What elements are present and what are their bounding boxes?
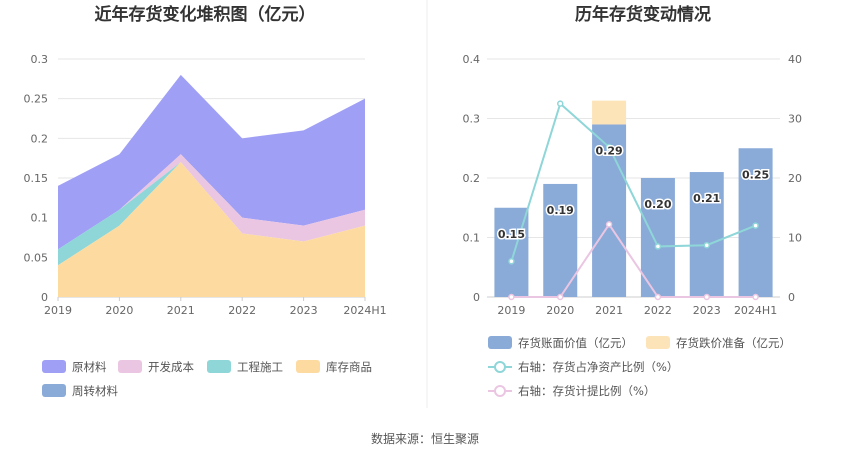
left-chart-ticks: 0 0.05 0.1 0.15 0.2 0.25 0.3 2019 2020 2021 2022 20… (24, 53, 387, 317)
right-x-tick-label: 2022 (644, 304, 672, 317)
legend-item-周转材料[interactable]: 周转材料 (42, 384, 118, 398)
legend-label: 周转材料 (72, 384, 118, 398)
legend-item-右轴：存货计提比例（%）[interactable]: 右轴：存货计提比例（%） (488, 384, 655, 398)
right-y2-tick-label: 30 (788, 113, 802, 126)
line-inventory-net-asset-ratio[interactable] (510, 101, 756, 262)
area-库存商品[interactable] (58, 162, 365, 297)
right-y-tick-label: 0.1 (463, 232, 481, 245)
area-原材料[interactable] (58, 74, 365, 250)
line-point[interactable] (703, 293, 710, 301)
legend-label: 右轴：存货占净资产比例（%） (518, 360, 678, 374)
left-x-tick-label: 2023 (290, 304, 318, 317)
line-point[interactable] (752, 293, 759, 301)
legend-item-工程施工[interactable]: 工程施工 (207, 360, 283, 374)
legend-label: 右轴：存货计提比例（%） (518, 384, 655, 398)
legend-item-开发成本[interactable]: 开发成本 (118, 360, 194, 374)
bar-book-value[interactable] (689, 172, 724, 297)
legend-item-库存商品[interactable]: 库存商品 (296, 360, 372, 374)
left-chart-areas (58, 74, 365, 297)
bar-book-value[interactable] (640, 178, 675, 297)
right-y2-tick-label: 20 (788, 172, 802, 185)
left-x-tick-label: 2024H1 (343, 304, 386, 317)
right-y-tick-label: 0.4 (463, 53, 481, 66)
left-x-tick-label: 2022 (228, 304, 256, 317)
right-chart-ticks: 0 0.1 0.2 0.3 0.4 0 10 20 30 40 2019 2020 2021 2022 20… (463, 53, 803, 317)
left-y-tick-label: 0.25 (24, 93, 49, 106)
right-y-tick-label: 0 (473, 291, 480, 304)
legend-label: 开发成本 (148, 360, 194, 374)
right-x-tick-label: 2024H1 (734, 304, 777, 317)
left-y-tick-label: 0 (41, 291, 48, 304)
bar-book-value[interactable] (543, 183, 578, 297)
area-开发成本[interactable] (58, 154, 365, 250)
line-point[interactable] (508, 258, 515, 265)
right-x-tick-label: 2021 (595, 304, 623, 317)
line-point[interactable] (605, 143, 613, 151)
left-y-tick-label: 0.1 (31, 212, 49, 225)
right-x-tick-label: 2020 (546, 304, 574, 317)
bar-data-label: 0.21 (693, 192, 720, 205)
left-x-tick-label: 2021 (167, 304, 195, 317)
source-text: 数据来源：恒生聚源 (371, 431, 479, 446)
legend-swatch (42, 360, 66, 373)
left-x-tick-label: 2020 (105, 304, 133, 317)
right-y2-tick-label: 0 (788, 291, 795, 304)
left-y-tick-label: 0.05 (24, 251, 49, 264)
right-chart-legend[interactable]: 存货账面价值（亿元） 存货跌价准备（亿元） 右轴：存货占净资产比例（%） 右轴：存货计… (488, 336, 791, 398)
right-chart-lines (508, 100, 759, 301)
right-y-tick-label: 0.3 (463, 113, 481, 126)
legend-swatch (646, 336, 670, 349)
legend-marker (494, 385, 506, 397)
bar-data-label: 0.25 (742, 168, 769, 181)
right-y-tick-label: 0.2 (463, 172, 481, 185)
right-x-tick-label: 2023 (693, 304, 721, 317)
left-y-tick-label: 0.15 (24, 172, 49, 185)
right-chart-data-labels: 0.15 0.19 0.29 0.20 0.21 0.25 (496, 143, 770, 242)
bar-book-value[interactable] (592, 124, 627, 297)
bar-data-label: 0.19 (547, 204, 574, 217)
legend-label: 存货账面价值（亿元） (518, 336, 633, 350)
line-point[interactable] (605, 221, 613, 228)
line-point[interactable] (752, 222, 759, 229)
line-point[interactable] (703, 241, 710, 249)
left-chart-title: 近年存货变化堆积图（亿元） (95, 4, 316, 25)
legend-label: 原材料 (72, 360, 107, 374)
legend-label: 库存商品 (326, 360, 372, 374)
legend-swatch (296, 360, 320, 373)
line-provision-ratio[interactable] (511, 222, 756, 298)
area-工程施工[interactable] (58, 162, 365, 266)
right-y2-tick-label: 40 (788, 53, 802, 66)
left-y-tick-label: 0.3 (31, 53, 49, 66)
right-x-tick-label: 2019 (497, 304, 525, 317)
legend-label: 工程施工 (237, 360, 283, 374)
line-point[interactable] (557, 293, 564, 301)
bar-impairment[interactable] (592, 100, 627, 125)
legend-swatch (207, 360, 231, 373)
legend-marker (494, 361, 506, 373)
legend-item-右轴：存货占净资产比例（%）[interactable]: 右轴：存货占净资产比例（%） (488, 360, 678, 374)
line-point[interactable] (654, 293, 662, 301)
left-y-tick-label: 0.2 (31, 132, 49, 145)
legend-item-存货账面价值（亿元）[interactable]: 存货账面价值（亿元） (488, 336, 633, 350)
line-point[interactable] (508, 293, 515, 301)
line-point[interactable] (557, 100, 564, 107)
legend-swatch (42, 384, 66, 397)
bar-data-label: 0.15 (498, 228, 525, 241)
legend-swatch (488, 336, 512, 349)
legend-label: 存货跌价准备（亿元） (676, 336, 791, 350)
line-point[interactable] (654, 243, 662, 250)
left-x-tick-label: 2019 (44, 304, 72, 317)
right-y2-tick-label: 10 (788, 232, 802, 245)
legend-swatch (118, 360, 142, 373)
bar-data-label: 0.29 (596, 144, 623, 157)
legend-item-原材料[interactable]: 原材料 (42, 360, 107, 374)
right-chart-title: 历年存货变动情况 (575, 4, 711, 25)
bar-data-label: 0.20 (644, 198, 671, 211)
legend-item-存货跌价准备（亿元）[interactable]: 存货跌价准备（亿元） (646, 336, 791, 350)
